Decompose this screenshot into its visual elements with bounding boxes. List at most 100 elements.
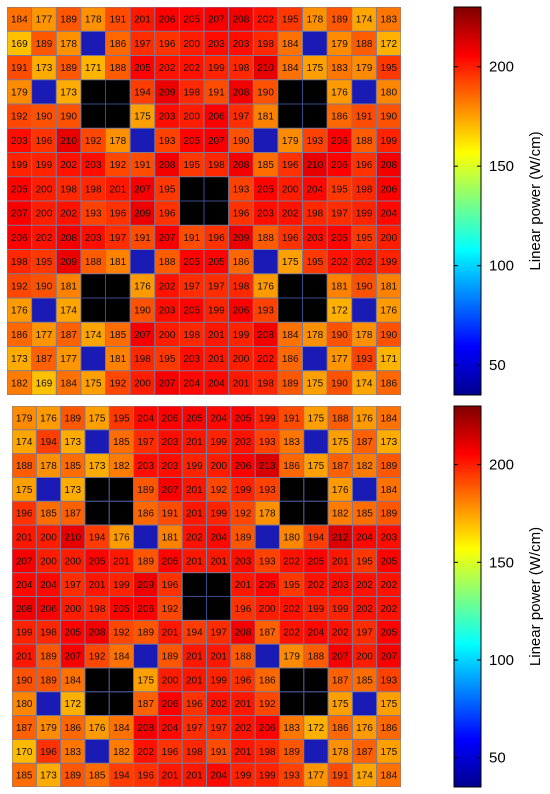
power-cell [328, 620, 352, 644]
cell-value-label: 173 [60, 87, 77, 98]
cell-value-label: 177 [60, 354, 77, 365]
power-cell [278, 177, 303, 201]
cell-value-label: 198 [233, 281, 250, 292]
power-cell [56, 128, 81, 152]
power-cell [204, 225, 229, 249]
guide-tube-cell [179, 201, 204, 225]
power-cell [327, 371, 352, 395]
cell-value-label: 176 [113, 532, 130, 543]
power-cell [109, 716, 134, 739]
power-cell [85, 620, 109, 644]
power-cell [32, 31, 56, 55]
cell-value-label: 198 [356, 184, 373, 195]
cell-value-label: 190 [16, 675, 33, 686]
cell-value-label: 191 [11, 63, 28, 74]
cell-value-label: 204 [40, 580, 57, 591]
power-cell [134, 597, 158, 620]
colorbar-tick-label: 100 [489, 652, 514, 669]
power-cell [36, 763, 61, 787]
colorbar-gradient [453, 6, 482, 396]
power-cell [130, 177, 155, 201]
cell-value-label: 198 [134, 354, 151, 365]
power-cell [304, 716, 328, 739]
colorbar-tick-label: 200 [489, 59, 514, 76]
power-cell [32, 274, 56, 298]
power-cell [155, 371, 179, 395]
power-cell [229, 104, 253, 128]
cell-value-label: 182 [11, 378, 28, 389]
power-cell [327, 153, 352, 177]
cell-value-label: 189 [380, 509, 397, 520]
power-cell [130, 347, 155, 371]
power-cell [231, 501, 255, 525]
power-cell [12, 477, 36, 501]
cell-value-label: 195 [283, 580, 300, 591]
power-cell [182, 549, 206, 573]
power-cell [61, 739, 85, 763]
power-cell [106, 31, 130, 55]
power-cell [231, 644, 255, 668]
power-cell [130, 322, 155, 346]
power-cell [7, 225, 32, 249]
power-cell [207, 668, 231, 692]
cell-value-label: 201 [113, 556, 130, 567]
cell-value-label: 189 [162, 652, 179, 663]
power-cell [134, 739, 158, 763]
cell-value-label: 176 [40, 413, 57, 424]
power-cell [204, 298, 229, 322]
cell-value-label: 172 [380, 39, 397, 50]
power-cell [182, 620, 206, 644]
power-cell [81, 56, 106, 80]
power-cell [182, 501, 206, 525]
cell-value-label: 187 [332, 675, 349, 686]
power-cell [255, 597, 279, 620]
cell-value-label: 187 [356, 747, 373, 758]
cell-value-label: 199 [332, 604, 349, 615]
power-cell [229, 347, 253, 371]
cell-value-label: 203 [380, 532, 397, 543]
power-cell [352, 128, 376, 152]
cell-value-label: 192 [235, 509, 252, 520]
power-cell [376, 104, 401, 128]
cell-value-label: 176 [331, 87, 348, 98]
power-cell [352, 716, 377, 739]
power-cell [376, 56, 401, 80]
guide-tube-cell [179, 177, 204, 201]
power-cell [32, 56, 56, 80]
power-cell [278, 31, 303, 55]
power-cell [207, 477, 231, 501]
cell-value-label: 191 [134, 160, 151, 171]
cell-value-label: 206 [11, 233, 28, 244]
power-cell [109, 549, 134, 573]
guide-tube-cell [279, 501, 304, 525]
power-cell [36, 477, 61, 501]
power-cell [303, 177, 327, 201]
power-cell [377, 692, 401, 716]
power-cell [229, 177, 253, 201]
power-cell [36, 597, 61, 620]
cell-value-label: 208 [380, 160, 397, 171]
cell-value-label: 186 [283, 461, 300, 472]
power-cell [231, 430, 255, 454]
power-cell [12, 620, 36, 644]
power-cell [179, 7, 204, 31]
cell-value-label: 201 [89, 580, 106, 591]
power-cell [36, 430, 61, 454]
cell-value-label: 183 [283, 723, 300, 734]
cell-value-label: 205 [113, 604, 130, 615]
cell-value-label: 172 [64, 699, 81, 710]
power-cell [278, 153, 303, 177]
cell-value-label: 205 [64, 628, 81, 639]
power-cell [130, 274, 155, 298]
cell-value-label: 205 [183, 15, 200, 26]
power-cell [32, 7, 56, 31]
cell-value-label: 207 [208, 136, 225, 147]
cell-value-label: 198 [183, 330, 200, 341]
power-cell [32, 371, 56, 395]
cell-value-label: 186 [380, 378, 397, 389]
power-cell [61, 692, 85, 716]
power-cell [229, 153, 253, 177]
power-cell [278, 128, 303, 152]
power-cell [85, 597, 109, 620]
